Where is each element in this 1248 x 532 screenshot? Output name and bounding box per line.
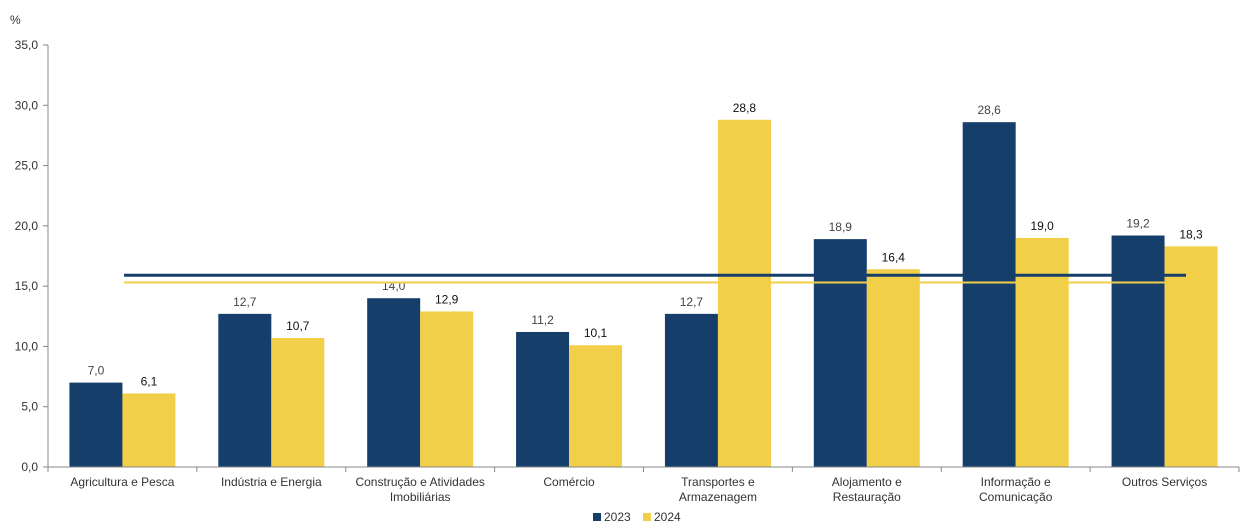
y-axis: 0,0 5,0 10,0 15,0 20,0 25,0 30,0 35,0: [15, 38, 49, 474]
data-label-2023: 28,6: [978, 103, 1002, 117]
data-label-2024: 10,1: [584, 326, 608, 340]
bar-2023: [664, 313, 718, 467]
y-unit-label: %: [10, 13, 21, 27]
x-tick-label-line: Armazenagem: [679, 490, 757, 504]
data-label-2023: 12,7: [233, 295, 257, 309]
bar-2024: [1164, 246, 1218, 467]
x-tick-label-line: Alojamento e: [832, 475, 902, 489]
x-tick-label-line: Comunicação: [979, 490, 1053, 504]
x-tick-label: Agricultura e Pesca: [70, 475, 174, 489]
x-tick-label-line: Comércio: [543, 475, 595, 489]
x-tick-label: Comércio: [543, 475, 595, 489]
y-tick-label: 25,0: [15, 159, 39, 173]
x-tick-label: Construção e Atividades Imobiliárias: [355, 475, 484, 504]
legend-label-2024: 2024: [654, 510, 681, 524]
data-label-2024: 12,9: [435, 292, 459, 306]
bar-2024: [271, 337, 325, 467]
y-tick-label: 10,0: [15, 339, 39, 353]
data-label-2024: 16,4: [882, 250, 906, 264]
x-tick-label-line: Imobiliárias: [390, 490, 451, 504]
x-tick-label-line: Construção e Atividades: [355, 475, 484, 489]
bar-2024: [122, 393, 176, 467]
y-tick-label: 0,0: [21, 460, 38, 474]
x-axis: Agricultura e Pesca Indústria e Energia Co…: [47, 466, 1240, 504]
bar-2024: [1015, 237, 1069, 467]
x-tick-label: Indústria e Energia: [221, 475, 322, 489]
y-tick-label: 30,0: [15, 98, 39, 112]
data-label-2024: 28,8: [733, 101, 757, 115]
bar-2023: [69, 382, 123, 467]
bar-2023: [813, 239, 867, 467]
bars: 7,0 12,7 14,0 11,2 12,7 18,9 28,6 19,2 6,1 10,7 12…: [69, 101, 1218, 468]
data-label-2023: 12,7: [680, 295, 704, 309]
legend-swatch-2023: [593, 513, 601, 521]
bar-2024: [420, 311, 474, 467]
x-tick-label-line: Agricultura e Pesca: [70, 475, 174, 489]
legend: 2023 2024: [593, 510, 681, 524]
bar-2024: [717, 119, 771, 468]
legend-label-2023: 2023: [604, 510, 631, 524]
bar-2023: [218, 313, 272, 467]
data-label-2023: 18,9: [829, 220, 853, 234]
data-label-2023: 7,0: [88, 364, 105, 378]
data-label-2024: 18,3: [1179, 227, 1203, 241]
y-tick-label: 35,0: [15, 38, 39, 52]
x-tick-label-line: Outros Serviços: [1122, 475, 1207, 489]
bar-2024: [866, 269, 920, 467]
y-tick-label: 20,0: [15, 219, 39, 233]
data-label-2023: 14,0: [382, 279, 406, 293]
y-tick-label: 5,0: [21, 400, 38, 414]
data-label-2023: 19,2: [1126, 217, 1150, 231]
x-tick-label: Alojamento e Restauração: [832, 475, 902, 504]
y-tick-label: 15,0: [15, 279, 39, 293]
x-tick-label: Informação e Comunicação: [979, 475, 1053, 504]
x-tick-label: Outros Serviços: [1122, 475, 1207, 489]
x-tick-label-line: Informação e: [981, 475, 1051, 489]
x-tick-label-line: Transportes e: [681, 475, 755, 489]
data-label-2024: 6,1: [141, 374, 158, 388]
data-label-2024: 10,7: [286, 319, 310, 333]
bar-2023: [962, 122, 1016, 467]
data-label-2023: 11,2: [531, 313, 554, 327]
legend-swatch-2024: [643, 513, 651, 521]
reference-lines: [124, 273, 1186, 284]
x-tick-label: Transportes e Armazenagem: [679, 475, 757, 504]
bar-2023: [1111, 235, 1165, 467]
bar-2023: [367, 298, 421, 467]
x-tick-label-line: Indústria e Energia: [221, 475, 322, 489]
bar-2024: [569, 345, 623, 467]
data-label-2024: 19,0: [1031, 219, 1055, 233]
x-tick-label-line: Restauração: [833, 490, 901, 504]
bar-2023: [516, 331, 570, 467]
